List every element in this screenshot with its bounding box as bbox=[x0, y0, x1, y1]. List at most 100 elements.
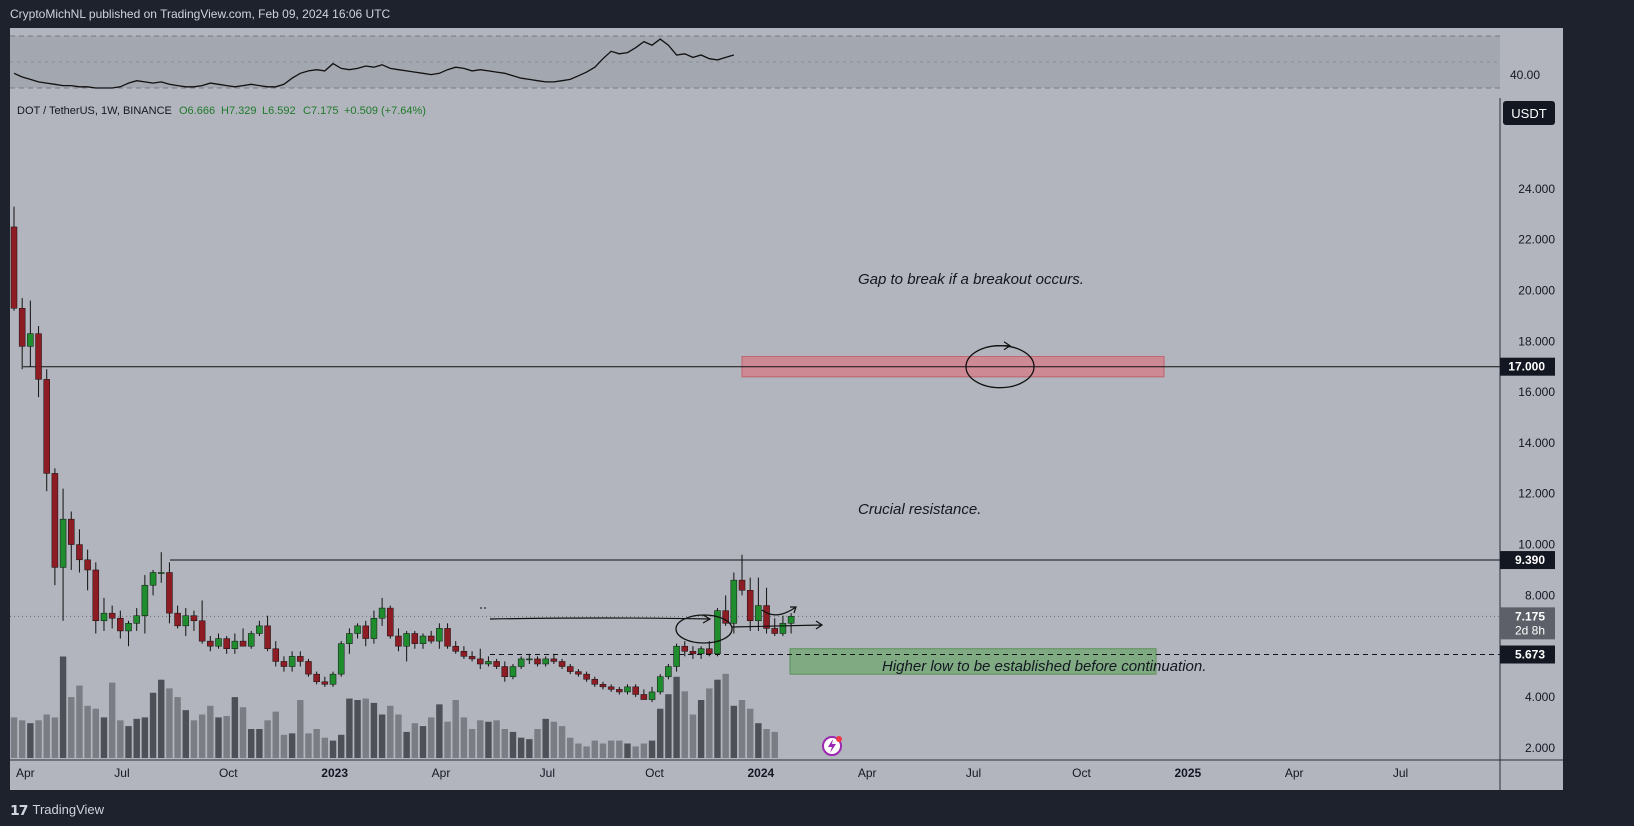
price-tick-label: 22.000 bbox=[1518, 233, 1555, 247]
price-pane[interactable]: Gap to break if a breakout occurs. Cruci… bbox=[10, 98, 1563, 790]
volume-bar bbox=[624, 743, 631, 758]
volume-bar bbox=[411, 723, 419, 758]
volume-bar bbox=[51, 717, 59, 758]
rsi-pane[interactable]: 40.00 bbox=[10, 28, 1563, 98]
volume-bar bbox=[771, 731, 778, 758]
volume-bar bbox=[354, 700, 361, 758]
volume-bar bbox=[280, 734, 288, 758]
candle-body bbox=[198, 620, 206, 642]
footer-brand[interactable]: TradingView bbox=[32, 802, 105, 817]
candle-body bbox=[411, 633, 419, 644]
candle-body bbox=[779, 623, 787, 634]
volume-bar bbox=[256, 729, 263, 758]
candle-body bbox=[100, 612, 108, 622]
candle-body bbox=[624, 686, 631, 693]
tradingview-logo-icon[interactable]: 𝟭𝟳 bbox=[10, 802, 29, 818]
rsi-chart: 40.00 bbox=[10, 35, 1540, 89]
footer[interactable]: 𝟭𝟳 TradingView bbox=[10, 798, 104, 822]
ohlc-open: O6.666 bbox=[179, 105, 215, 117]
volume-bar bbox=[264, 720, 271, 758]
time-tick-label: 2024 bbox=[747, 766, 774, 780]
time-tick-label: Oct bbox=[1072, 766, 1091, 780]
time-tick-label: 2023 bbox=[321, 766, 348, 780]
candle-body bbox=[599, 684, 607, 688]
annotation-arrow-support bbox=[731, 620, 824, 630]
currency-button-bg[interactable] bbox=[1503, 101, 1555, 125]
volume-bar bbox=[526, 739, 533, 758]
volume-bar bbox=[722, 673, 729, 758]
candle-body bbox=[141, 584, 149, 616]
candle-countdown: 2d 8h bbox=[1515, 623, 1545, 637]
lightning-badge-icon[interactable] bbox=[822, 736, 842, 756]
candle-body bbox=[256, 625, 263, 634]
candle-body bbox=[337, 643, 345, 675]
volume-bar bbox=[747, 708, 754, 758]
volume-bar bbox=[730, 705, 738, 758]
volume-bar bbox=[370, 702, 378, 758]
candle-body bbox=[125, 623, 132, 632]
volume-bar bbox=[673, 676, 680, 758]
publisher-line: CryptoMichNL published on TradingView.co… bbox=[10, 7, 391, 21]
price-axis[interactable] bbox=[1500, 98, 1563, 790]
candle-body bbox=[76, 544, 83, 561]
candle-body bbox=[354, 625, 361, 634]
candle-body bbox=[370, 617, 378, 639]
volume-bar bbox=[599, 743, 607, 758]
candle-body bbox=[395, 635, 402, 647]
candle-body bbox=[509, 666, 517, 677]
price-label-939-bg bbox=[1500, 551, 1555, 570]
candle-body bbox=[207, 640, 214, 647]
time-tick-label: Jul bbox=[966, 766, 981, 780]
volume-bar bbox=[231, 697, 239, 758]
price-label-last: 7.175 bbox=[1515, 609, 1545, 623]
price-chart[interactable]: Gap to break if a breakout occurs. Cruci… bbox=[10, 98, 1563, 790]
price-label-resistance: 9.390 bbox=[1515, 553, 1545, 567]
volume-bar bbox=[681, 691, 688, 758]
symbol-legend[interactable]: DOT / TetherUS, 1W, BINANCE O6.666 H7.32… bbox=[17, 105, 426, 117]
candle-body bbox=[566, 666, 574, 672]
volume-bar bbox=[689, 714, 697, 758]
candle-body bbox=[501, 666, 509, 677]
volume-bar bbox=[338, 734, 345, 758]
volume-bar bbox=[534, 729, 541, 758]
candle-body bbox=[59, 518, 67, 568]
candle-body bbox=[362, 625, 369, 639]
lightning-icon bbox=[828, 739, 836, 753]
candle-body bbox=[272, 648, 280, 662]
volume-bar bbox=[697, 700, 705, 758]
volume-bar bbox=[714, 679, 721, 758]
time-tick-label: Apr bbox=[1285, 766, 1304, 780]
candle-body bbox=[166, 572, 173, 614]
volume-bar bbox=[288, 733, 296, 758]
volume-bar bbox=[313, 729, 320, 758]
candle-body bbox=[477, 658, 484, 665]
price-label-support: 5.673 bbox=[1515, 648, 1545, 662]
volume-bar bbox=[35, 720, 42, 758]
candle-body bbox=[526, 658, 533, 661]
support-zone[interactable] bbox=[789, 648, 1157, 675]
candle-body bbox=[583, 673, 590, 680]
candle-body bbox=[133, 615, 140, 624]
volume-bar bbox=[460, 717, 468, 758]
candle-body bbox=[697, 648, 705, 655]
volume-bar bbox=[485, 721, 492, 758]
price-tick-label: 16.000 bbox=[1518, 385, 1555, 399]
notification-dot bbox=[836, 736, 842, 742]
candle-body bbox=[722, 610, 729, 624]
candle-body bbox=[288, 656, 296, 667]
volume-bar bbox=[329, 740, 337, 758]
ohlc-close: C7.175 bbox=[303, 105, 338, 117]
currency-label[interactable]: USDT bbox=[1511, 106, 1546, 121]
candle-body bbox=[771, 628, 778, 634]
volume-bar bbox=[387, 705, 394, 758]
price-tick-label: 18.000 bbox=[1518, 334, 1555, 348]
time-axis[interactable]: Apr Jul Oct 2023 Apr Jul Oct 2024 Apr Jul Oct 2025 A… bbox=[16, 766, 1408, 780]
time-tick-label: Jul bbox=[1393, 766, 1408, 780]
currency-button[interactable]: USDT bbox=[1503, 101, 1555, 125]
volume-bar bbox=[640, 743, 648, 758]
symbol-title[interactable]: DOT / TetherUS, 1W, BINANCE bbox=[17, 105, 172, 117]
time-tick-label: Oct bbox=[219, 766, 238, 780]
volume-bar bbox=[468, 729, 476, 758]
volume-bar bbox=[755, 723, 762, 758]
candle-body bbox=[419, 635, 427, 644]
